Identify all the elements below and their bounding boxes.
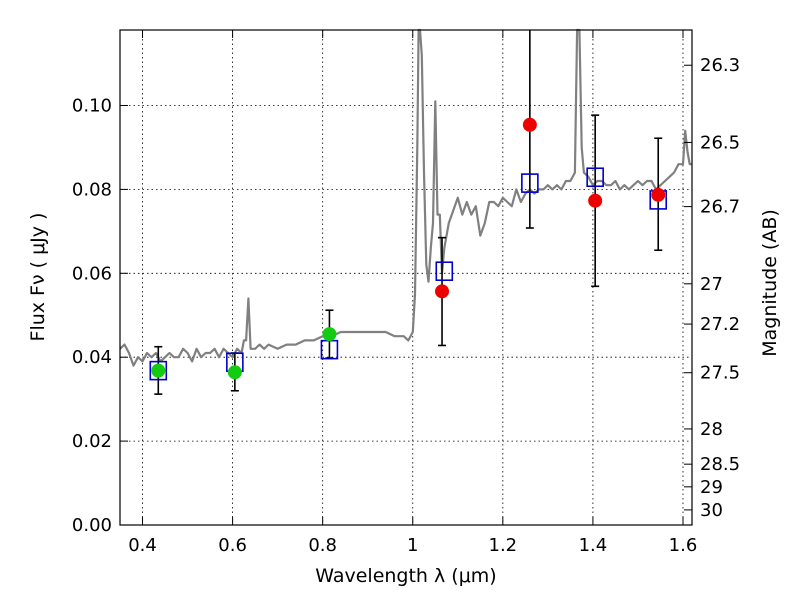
plot-frame (119, 29, 693, 526)
y-tick-label: 0.10 (72, 96, 112, 117)
tick-layer (120, 30, 692, 526)
mag-tick-label: 27.2 (700, 314, 740, 335)
model-square (435, 261, 454, 282)
right-axis-title: Magnitude (AB) (759, 209, 781, 357)
x-axis-title: Wavelength λ (μm) (315, 565, 496, 587)
mag-tick-label: 27.5 (700, 363, 740, 384)
x-tick-label: 1.6 (669, 535, 698, 556)
y-tick-label: 0.08 (72, 179, 112, 200)
x-tick-label: 1 (407, 535, 418, 556)
green-data-point (227, 365, 242, 380)
mag-tick-label: 26.7 (700, 197, 740, 218)
grid-layer (120, 30, 692, 526)
spectrum-line (119, 28, 692, 367)
model-square (521, 173, 539, 193)
red-data-point (651, 187, 666, 202)
y-tick-label: 0.06 (72, 263, 112, 284)
mag-tick-label: 27 (700, 274, 723, 295)
data-point-layer (151, 117, 666, 380)
mag-tick-label: 29 (700, 477, 723, 498)
mag-tick-label: 28.5 (700, 454, 740, 475)
mag-tick-label: 26.3 (700, 55, 740, 76)
x-tick-label: 0.4 (128, 535, 157, 556)
x-tick-label: 0.6 (218, 535, 247, 556)
green-data-point (322, 327, 337, 342)
tick-label-layer: 0.4 0.6 0.8 1 1.2 1.4 1.6 0.00 0.02 0.04 0.06 0.08 0… (72, 55, 740, 556)
model-square (586, 167, 604, 188)
red-data-point (588, 193, 603, 208)
y-tick-label: 0.04 (72, 347, 112, 368)
y-tick-label: 0.02 (72, 431, 112, 452)
green-data-point (151, 363, 166, 378)
mag-tick-label: 30 (700, 500, 723, 521)
model-square (149, 360, 168, 381)
mag-tick-label: 28 (700, 419, 723, 440)
spectrum-layer (119, 28, 692, 367)
x-tick-label: 0.8 (308, 535, 337, 556)
x-tick-label: 1.4 (579, 535, 608, 556)
mag-tick-label: 26.5 (700, 132, 740, 153)
red-data-point (522, 117, 537, 132)
y-tick-label: 0.00 (72, 515, 112, 536)
y-axis-title: Flux Fν ( μJy ) (27, 213, 49, 342)
red-data-point (435, 284, 450, 299)
x-tick-label: 1.2 (489, 535, 518, 556)
